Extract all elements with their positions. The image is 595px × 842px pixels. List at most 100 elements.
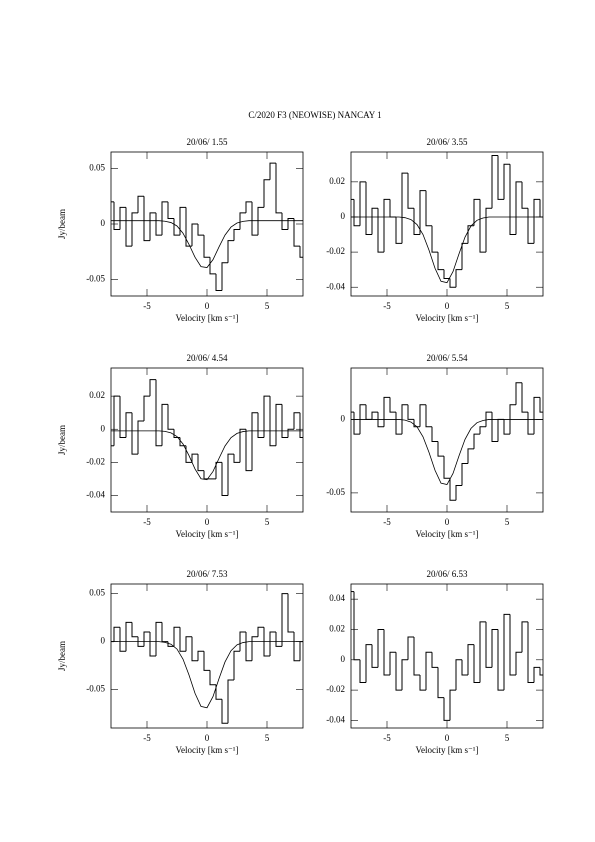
gaussian-fit bbox=[111, 641, 303, 709]
spectrum-channel bbox=[461, 242, 468, 270]
spectrum-channel bbox=[143, 196, 150, 242]
spectrum-channel bbox=[491, 412, 498, 442]
spectrum-channel bbox=[443, 456, 450, 479]
spectrum-channel bbox=[227, 240, 234, 263]
spectrum-channel bbox=[137, 636, 144, 647]
spectrum-channel bbox=[293, 412, 300, 430]
spectrum-channel bbox=[455, 485, 462, 501]
frame bbox=[110, 151, 304, 297]
spectrum-channel bbox=[197, 454, 204, 472]
spectrum-channel bbox=[233, 454, 240, 463]
spectrum-channel bbox=[527, 208, 534, 244]
spectrum-channel bbox=[359, 181, 366, 226]
x-tick-label: 5 bbox=[505, 517, 510, 527]
x-tick-label: 0 bbox=[205, 301, 210, 311]
spectrum-channel bbox=[419, 190, 426, 235]
x-tick-label: 0 bbox=[445, 733, 450, 743]
spectrum-channel bbox=[179, 627, 186, 652]
spectrum-channel bbox=[281, 212, 288, 231]
spectrum-channel bbox=[377, 628, 384, 668]
spectrum-channel bbox=[191, 223, 198, 247]
x-tick-label: 0 bbox=[445, 301, 450, 311]
spectrum-channel bbox=[395, 216, 402, 244]
spectrum-channel bbox=[461, 659, 468, 676]
spectrum-channel bbox=[119, 396, 126, 439]
y-tick-label: 0.04 bbox=[329, 593, 345, 603]
spectrum-channel bbox=[191, 636, 198, 662]
spectrum-channel bbox=[155, 379, 162, 447]
frame bbox=[350, 583, 544, 729]
x-tick-label: 0 bbox=[205, 733, 210, 743]
spectrum-channel bbox=[437, 441, 444, 457]
panel-title: 20/06/ 1.55 bbox=[186, 137, 228, 147]
spectrum-channel bbox=[533, 396, 540, 435]
spectrum-channel bbox=[239, 212, 246, 230]
spectrum-channel bbox=[137, 195, 144, 213]
x-tick-label: -5 bbox=[143, 517, 151, 527]
spectrum-channel bbox=[299, 412, 303, 439]
panel-title: 20/06/ 3.55 bbox=[426, 137, 468, 147]
spectrum-channel bbox=[233, 650, 240, 680]
spectrum-channel bbox=[299, 246, 303, 258]
spectrum-channel bbox=[401, 404, 408, 435]
spectrum-channel bbox=[215, 684, 222, 700]
spectrum-channel bbox=[479, 426, 486, 435]
spectrum-channel bbox=[131, 212, 138, 247]
y-tick-label: -0.02 bbox=[326, 246, 345, 256]
spectrum-channel bbox=[473, 433, 480, 449]
x-tick-label: -5 bbox=[383, 733, 391, 743]
page-title: C/2020 F3 (NEOWISE) NANCAY 1 bbox=[248, 110, 381, 120]
y-tick-label: 0 bbox=[101, 423, 106, 433]
spectrum-channel bbox=[233, 229, 240, 241]
spectrum-channel bbox=[497, 155, 504, 200]
spectrum-channel bbox=[479, 621, 486, 683]
spectrum-channel bbox=[149, 212, 156, 241]
spectrum-channel bbox=[287, 217, 294, 230]
spectrum-channel bbox=[377, 208, 384, 253]
spectrum-channel bbox=[221, 699, 228, 724]
spectrum-channel bbox=[251, 201, 258, 236]
y-tick-label: -0.04 bbox=[326, 714, 345, 724]
spectrum-channel bbox=[155, 621, 162, 656]
spectrum-channel bbox=[533, 666, 540, 683]
spectrum-channel bbox=[425, 190, 432, 227]
spectrum-channel bbox=[503, 163, 510, 200]
spectrum-channel bbox=[275, 163, 282, 214]
spectrum-channel bbox=[485, 207, 492, 253]
spectrum-channel bbox=[281, 404, 288, 439]
spectrum-channel bbox=[359, 404, 366, 435]
panel: 20/06/ 5.54 Velocity [km s⁻¹] -5 0 5 -0.05 0 bbox=[326, 353, 544, 539]
spectrum-channel bbox=[449, 478, 456, 501]
spectrum-channel bbox=[203, 235, 210, 258]
spectrum-channel bbox=[257, 206, 264, 236]
spectrum-channel bbox=[209, 670, 216, 686]
spectrum-channel bbox=[203, 651, 210, 671]
y-tick-label: -0.02 bbox=[326, 684, 345, 694]
spectrum-channel bbox=[443, 697, 450, 721]
plot-area bbox=[111, 162, 303, 291]
spectrum-channel bbox=[245, 632, 252, 662]
spectrum-channel bbox=[257, 412, 264, 439]
spectrum-channel bbox=[197, 224, 204, 236]
x-axis-label: Velocity [km s⁻¹] bbox=[176, 529, 239, 539]
spectrum-channel bbox=[251, 412, 258, 471]
spectrum-channel bbox=[485, 411, 492, 427]
spectrum-channel bbox=[383, 198, 390, 253]
spectrum-channel bbox=[401, 659, 408, 691]
spectrum-channel bbox=[407, 636, 414, 660]
spectrum-channel bbox=[449, 689, 456, 721]
frame bbox=[110, 367, 304, 513]
spectrum-channel bbox=[467, 225, 474, 244]
spectrum-channel bbox=[215, 461, 222, 479]
spectrum-channel bbox=[401, 172, 408, 244]
spectrum-channel bbox=[509, 404, 516, 435]
spectrum-channel bbox=[251, 636, 258, 661]
panel-title: 20/06/ 5.54 bbox=[426, 353, 468, 363]
spectrum-channel bbox=[173, 626, 180, 647]
spectrum-channel bbox=[257, 626, 264, 637]
spectrum-channel bbox=[437, 667, 444, 699]
x-tick-label: 0 bbox=[205, 517, 210, 527]
x-axis-label: Velocity [km s⁻¹] bbox=[416, 529, 479, 539]
spectrum-channel bbox=[527, 621, 534, 684]
